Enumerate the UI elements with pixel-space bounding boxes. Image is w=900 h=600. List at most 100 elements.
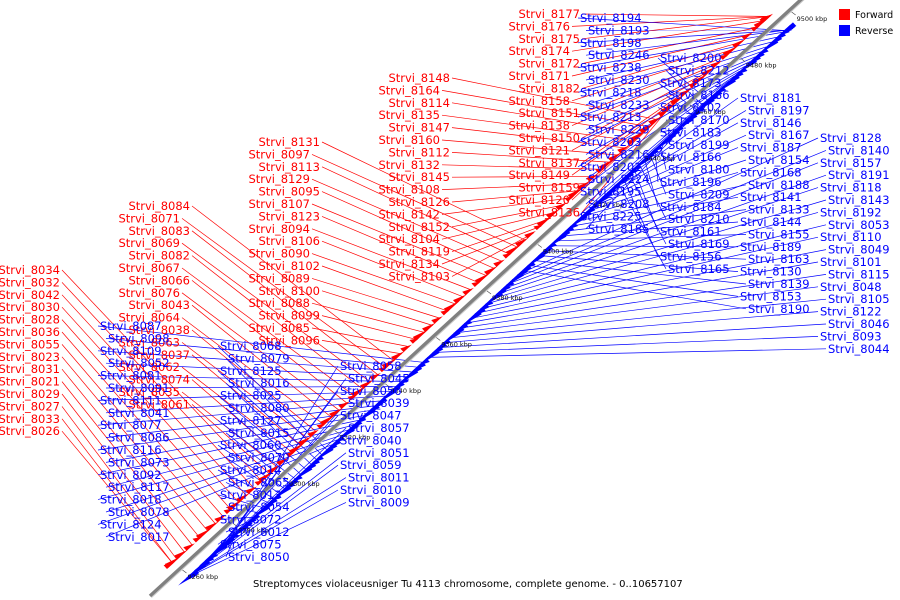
reverse-gene-label[interactable]: Strvi_8111 — [100, 393, 162, 407]
reverse-gene-label[interactable]: Strvi_8143 — [828, 193, 890, 207]
forward-gene-label[interactable]: Strvi_8172 — [518, 57, 580, 71]
forward-gene-label[interactable]: Strvi_8113 — [258, 160, 320, 174]
forward-gene-label[interactable]: Strvi_8126 — [388, 195, 450, 209]
forward-gene-label[interactable]: Strvi_8032 — [0, 275, 60, 289]
reverse-gene-label[interactable]: Strvi_8115 — [828, 267, 890, 281]
forward-gene-label[interactable]: Strvi_8150 — [518, 131, 580, 145]
reverse-gene-label[interactable]: Strvi_8139 — [748, 277, 810, 291]
forward-gene-label[interactable]: Strvi_8149 — [508, 168, 570, 182]
forward-gene-label[interactable]: Strvi_8066 — [128, 273, 190, 287]
reverse-gene-label[interactable]: Strvi_8199 — [668, 138, 730, 152]
reverse-gene-label[interactable]: Strvi_8238 — [580, 61, 642, 75]
reverse-gene-label[interactable]: Strvi_8110 — [820, 230, 882, 244]
reverse-gene-label[interactable]: Strvi_8016 — [228, 376, 290, 390]
reverse-gene-label[interactable]: Strvi_8173 — [660, 76, 722, 90]
reverse-gene-label[interactable]: Strvi_8184 — [660, 200, 722, 214]
reverse-gene-label[interactable]: Strvi_8091 — [108, 381, 170, 395]
reverse-gene-label[interactable]: Strvi_8048 — [820, 280, 882, 294]
reverse-gene-label[interactable]: Strvi_8218 — [580, 85, 642, 99]
forward-gene-label[interactable]: Strvi_8147 — [388, 121, 450, 135]
forward-gene-label[interactable]: Strvi_8096 — [258, 333, 320, 347]
forward-gene-label[interactable]: Strvi_8067 — [118, 261, 180, 275]
forward-gene-label[interactable]: Strvi_8108 — [378, 183, 440, 197]
forward-gene-label[interactable]: Strvi_8158 — [508, 94, 570, 108]
forward-gene-label[interactable]: Strvi_8182 — [518, 81, 580, 95]
forward-gene-label[interactable]: Strvi_8123 — [258, 209, 320, 223]
forward-gene-label[interactable]: Strvi_8131 — [258, 135, 320, 149]
forward-gene-label[interactable]: Strvi_8175 — [518, 32, 580, 46]
reverse-gene-label[interactable]: Strvi_8198 — [580, 36, 642, 50]
reverse-gene-label[interactable]: Strvi_8078 — [108, 505, 170, 519]
reverse-gene-label[interactable]: Strvi_8009 — [348, 495, 410, 509]
forward-gene-label[interactable]: Strvi_8119 — [388, 245, 450, 259]
reverse-gene-label[interactable]: Strvi_8122 — [820, 305, 882, 319]
reverse-gene-label[interactable]: Strvi_8186 — [668, 88, 730, 102]
forward-gene-label[interactable]: Strvi_8100 — [258, 284, 320, 298]
reverse-gene-label[interactable]: Strvi_8169 — [668, 237, 730, 251]
forward-gene-label[interactable]: Strvi_8028 — [0, 313, 60, 327]
reverse-gene-label[interactable]: Strvi_8144 — [740, 215, 802, 229]
forward-gene-label[interactable]: Strvi_8085 — [248, 321, 310, 335]
reverse-gene-label[interactable]: Strvi_8014 — [220, 463, 282, 477]
reverse-gene-label[interactable]: Strvi_8194 — [580, 11, 642, 25]
forward-gene-label[interactable]: Strvi_8030 — [0, 300, 60, 314]
reverse-gene-label[interactable]: Strvi_8068 — [220, 339, 282, 353]
reverse-gene-label[interactable]: Strvi_8117 — [108, 480, 170, 494]
reverse-gene-label[interactable]: Strvi_8041 — [108, 406, 170, 420]
reverse-gene-label[interactable]: Strvi_8052 — [108, 356, 170, 370]
forward-gene-label[interactable]: Strvi_8145 — [388, 170, 450, 184]
reverse-gene-label[interactable]: Strvi_8049 — [828, 243, 890, 257]
reverse-gene-label[interactable]: Strvi_8208 — [588, 197, 650, 211]
reverse-gene-label[interactable]: Strvi_8075 — [220, 537, 282, 551]
reverse-gene-label[interactable]: Strvi_8051 — [348, 446, 410, 460]
forward-gene-label[interactable]: Strvi_8033 — [0, 412, 60, 426]
reverse-gene-label[interactable]: Strvi_8125 — [220, 364, 282, 378]
reverse-gene-label[interactable]: Strvi_8165 — [668, 262, 730, 276]
reverse-gene-label[interactable]: Strvi_8213 — [580, 110, 642, 124]
reverse-gene-label[interactable]: Strvi_8047 — [340, 409, 402, 423]
forward-gene-label[interactable]: Strvi_8082 — [128, 249, 190, 263]
forward-gene-label[interactable]: Strvi_8089 — [248, 271, 310, 285]
forward-gene-label[interactable]: Strvi_8036 — [0, 325, 60, 339]
reverse-gene-label[interactable]: Strvi_8193 — [588, 23, 650, 37]
reverse-gene-label[interactable]: Strvi_8070 — [228, 451, 290, 465]
forward-gene-label[interactable]: Strvi_8069 — [118, 236, 180, 250]
forward-gene-label[interactable]: Strvi_8063 — [118, 335, 180, 349]
forward-gene-label[interactable]: Strvi_8062 — [118, 360, 180, 374]
forward-gene-label[interactable]: Strvi_8027 — [0, 399, 60, 413]
reverse-gene-label[interactable]: Strvi_8080 — [228, 401, 290, 415]
reverse-gene-label[interactable]: Strvi_8212 — [668, 63, 730, 77]
reverse-gene-label[interactable]: Strvi_8170 — [668, 113, 730, 127]
reverse-gene-label[interactable]: Strvi_8229 — [588, 123, 650, 137]
reverse-gene-label[interactable]: Strvi_8209 — [668, 187, 730, 201]
reverse-gene-label[interactable]: Strvi_8045 — [348, 371, 410, 385]
forward-gene-label[interactable]: Strvi_8026 — [0, 424, 60, 438]
forward-gene-label[interactable]: Strvi_8135 — [378, 108, 440, 122]
forward-gene-label[interactable]: Strvi_8138 — [508, 119, 570, 133]
reverse-gene-label[interactable]: Strvi_8018 — [100, 493, 162, 507]
reverse-gene-label[interactable]: Strvi_8010 — [340, 483, 402, 497]
reverse-gene-label[interactable]: Strvi_8155 — [748, 227, 810, 241]
reverse-gene-label[interactable]: Strvi_8189 — [740, 240, 802, 254]
forward-gene-label[interactable]: Strvi_8136 — [518, 205, 580, 219]
reverse-gene-label[interactable]: Strvi_8109 — [100, 344, 162, 358]
reverse-gene-label[interactable]: Strvi_8195 — [580, 185, 642, 199]
reverse-gene-label[interactable]: Strvi_8092 — [100, 468, 162, 482]
reverse-gene-label[interactable]: Strvi_8118 — [820, 181, 882, 195]
forward-gene-label[interactable]: Strvi_8171 — [508, 69, 570, 83]
forward-gene-label[interactable]: Strvi_8038 — [128, 323, 190, 337]
reverse-gene-label[interactable]: Strvi_8013 — [220, 488, 282, 502]
forward-gene-label[interactable]: Strvi_8061 — [128, 397, 190, 411]
forward-gene-label[interactable]: Strvi_8043 — [128, 298, 190, 312]
reverse-gene-label[interactable]: Strvi_8058 — [340, 359, 402, 373]
reverse-gene-label[interactable]: Strvi_8183 — [660, 125, 722, 139]
reverse-gene-label[interactable]: Strvi_8101 — [820, 255, 882, 269]
reverse-gene-label[interactable]: Strvi_8146 — [740, 116, 802, 130]
forward-gene-label[interactable]: Strvi_8176 — [508, 19, 570, 33]
reverse-gene-label[interactable]: Strvi_8156 — [660, 249, 722, 263]
forward-gene-label[interactable]: Strvi_8099 — [258, 309, 320, 323]
forward-gene-label[interactable]: Strvi_8151 — [518, 106, 580, 120]
reverse-gene-label[interactable]: Strvi_8201 — [580, 160, 642, 174]
reverse-gene-label[interactable]: Strvi_8124 — [100, 517, 162, 531]
reverse-gene-label[interactable]: Strvi_8081 — [100, 369, 162, 383]
